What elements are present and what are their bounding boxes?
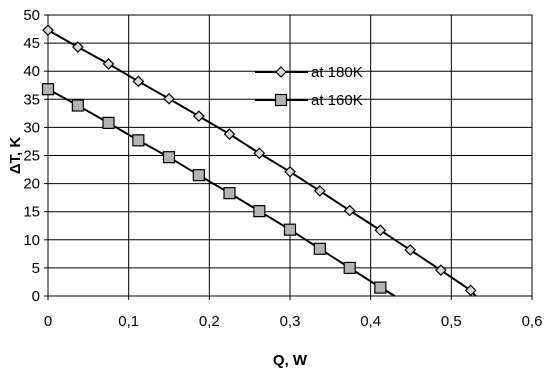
data-point <box>253 205 266 218</box>
series-1 <box>42 24 477 297</box>
series-line <box>47 88 396 297</box>
x-tick-label: 0,4 <box>360 313 381 330</box>
y-tick-label: 35 <box>23 91 40 108</box>
data-point <box>102 116 115 130</box>
legend-label: at 180K <box>311 64 363 81</box>
y-tick-label: 0 <box>32 288 40 305</box>
data-point <box>374 281 387 294</box>
y-tick-label: 45 <box>23 35 40 52</box>
data-point <box>284 165 296 178</box>
x-tick-label: 0 <box>44 313 52 330</box>
data-point <box>313 185 326 197</box>
legend-item-2: at 160K <box>255 92 363 109</box>
grid <box>48 15 532 296</box>
data-point <box>223 128 236 140</box>
data-point <box>343 261 356 274</box>
ticks: 0 5 10 15 20 25 30 35 40 45 50 0 0,1 0,2 0,3 0,4 0,5 0,6 <box>23 7 542 330</box>
series-layer <box>41 24 477 297</box>
legend-label: at 160K <box>311 92 363 109</box>
x-tick-label: 0,1 <box>118 313 139 330</box>
data-point <box>434 264 447 276</box>
y-tick-label: 50 <box>23 7 40 24</box>
legend-marker <box>274 93 288 107</box>
data-point <box>192 169 205 182</box>
data-point <box>41 83 55 96</box>
y-tick-label: 30 <box>23 119 40 136</box>
y-tick-label: 10 <box>23 232 40 249</box>
data-point <box>404 244 417 256</box>
x-axis-title: Q, W <box>273 352 308 369</box>
y-axis-title: ΔT, K <box>7 137 24 175</box>
y-tick-label: 20 <box>23 176 40 193</box>
y-tick-label: 5 <box>32 260 40 277</box>
y-tick-label: 15 <box>23 204 40 221</box>
data-point <box>253 147 266 160</box>
data-point <box>374 224 387 237</box>
data-point <box>313 242 326 255</box>
data-point <box>223 187 236 200</box>
legend-marker <box>275 66 287 78</box>
data-point <box>102 58 115 70</box>
data-point <box>132 75 145 88</box>
y-tick-label: 40 <box>23 63 40 80</box>
data-point <box>132 134 145 147</box>
data-point <box>71 41 84 53</box>
x-tick-label: 0,5 <box>441 313 462 330</box>
data-point <box>464 284 477 297</box>
data-point <box>283 223 297 236</box>
data-point <box>343 204 356 217</box>
x-tick-label: 0,6 <box>522 313 543 330</box>
y-tick-label: 25 <box>23 148 40 165</box>
data-point <box>42 24 54 37</box>
x-tick-label: 0,3 <box>280 313 301 330</box>
data-point <box>162 151 176 164</box>
series-2 <box>41 83 396 297</box>
series-line <box>47 29 477 297</box>
data-point <box>163 92 175 105</box>
legend-item-1: at 180K <box>255 64 363 81</box>
data-point <box>192 110 205 123</box>
data-point <box>71 99 84 112</box>
x-tick-label: 0,2 <box>199 313 220 330</box>
legend: at 180K at 160K <box>255 64 363 109</box>
